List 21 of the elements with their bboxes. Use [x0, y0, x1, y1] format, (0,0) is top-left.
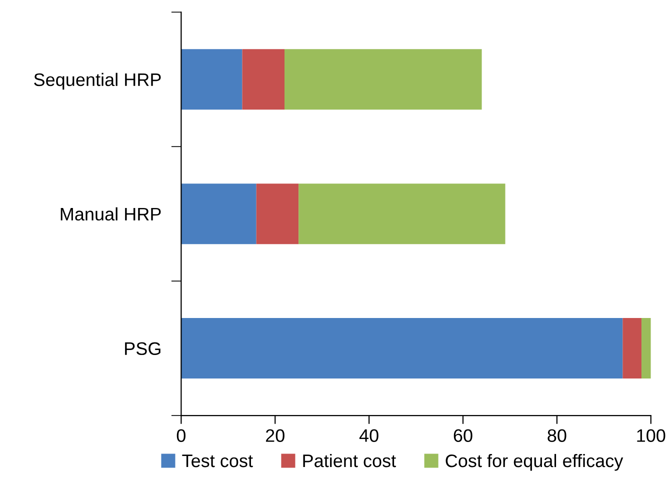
x-tick-label: 80 [548, 429, 566, 442]
bar [641, 318, 651, 379]
y-tick-label: PSG [125, 342, 160, 356]
bar [181, 184, 256, 244]
x-tick-label: 100 [637, 429, 666, 442]
y-tick-label: Sequential HRP [34, 72, 161, 90]
bar [298, 184, 506, 244]
x-tick-label: 40 [359, 429, 378, 442]
bar [181, 318, 623, 379]
bar [242, 49, 285, 110]
x-tick-label: 60 [454, 429, 472, 442]
bar [284, 49, 482, 110]
legend-label: Test cost [182, 454, 253, 468]
x-tick-label: 20 [266, 429, 284, 442]
legend-label: Patient cost [303, 454, 396, 468]
legend-label: Cost for equal efficacy [446, 454, 624, 471]
y-tick-label: Manual HRP [60, 207, 161, 221]
bar [622, 318, 642, 379]
x-tick-label: 0 [176, 429, 186, 442]
bar [256, 184, 299, 244]
bar [181, 49, 242, 110]
